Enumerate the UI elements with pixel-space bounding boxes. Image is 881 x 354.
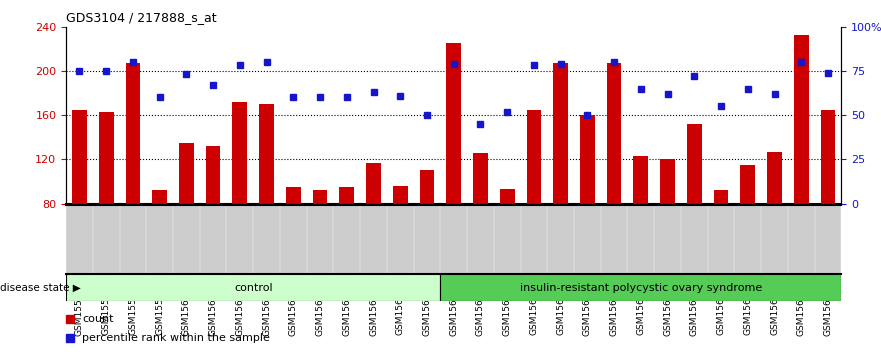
Bar: [366, 162, 381, 204]
Bar: [794, 35, 809, 204]
Bar: [633, 156, 648, 204]
Bar: [206, 146, 220, 204]
Bar: [286, 187, 300, 204]
Bar: [527, 109, 541, 204]
Bar: [740, 165, 755, 204]
Bar: [447, 43, 461, 204]
Text: control: control: [233, 282, 272, 293]
Bar: [393, 186, 408, 204]
Bar: [233, 102, 248, 204]
Bar: [580, 115, 595, 204]
Bar: [607, 63, 621, 204]
Bar: [179, 143, 194, 204]
Bar: [820, 109, 835, 204]
Bar: [313, 190, 328, 204]
Bar: [99, 112, 114, 204]
Text: count: count: [82, 314, 114, 324]
Bar: [553, 63, 568, 204]
Bar: [767, 152, 781, 204]
Text: percentile rank within the sample: percentile rank within the sample: [82, 333, 270, 343]
Bar: [66, 274, 440, 301]
Text: GDS3104 / 217888_s_at: GDS3104 / 217888_s_at: [66, 11, 217, 24]
Bar: [440, 274, 841, 301]
Bar: [660, 159, 675, 204]
Bar: [687, 124, 701, 204]
Bar: [339, 187, 354, 204]
Bar: [473, 153, 488, 204]
Bar: [500, 189, 515, 204]
Bar: [126, 63, 140, 204]
Bar: [72, 109, 87, 204]
Bar: [259, 104, 274, 204]
Text: insulin-resistant polycystic ovary syndrome: insulin-resistant polycystic ovary syndr…: [520, 282, 762, 293]
Bar: [419, 170, 434, 204]
Text: disease state ▶: disease state ▶: [0, 282, 81, 293]
Bar: [152, 190, 167, 204]
Bar: [714, 190, 729, 204]
